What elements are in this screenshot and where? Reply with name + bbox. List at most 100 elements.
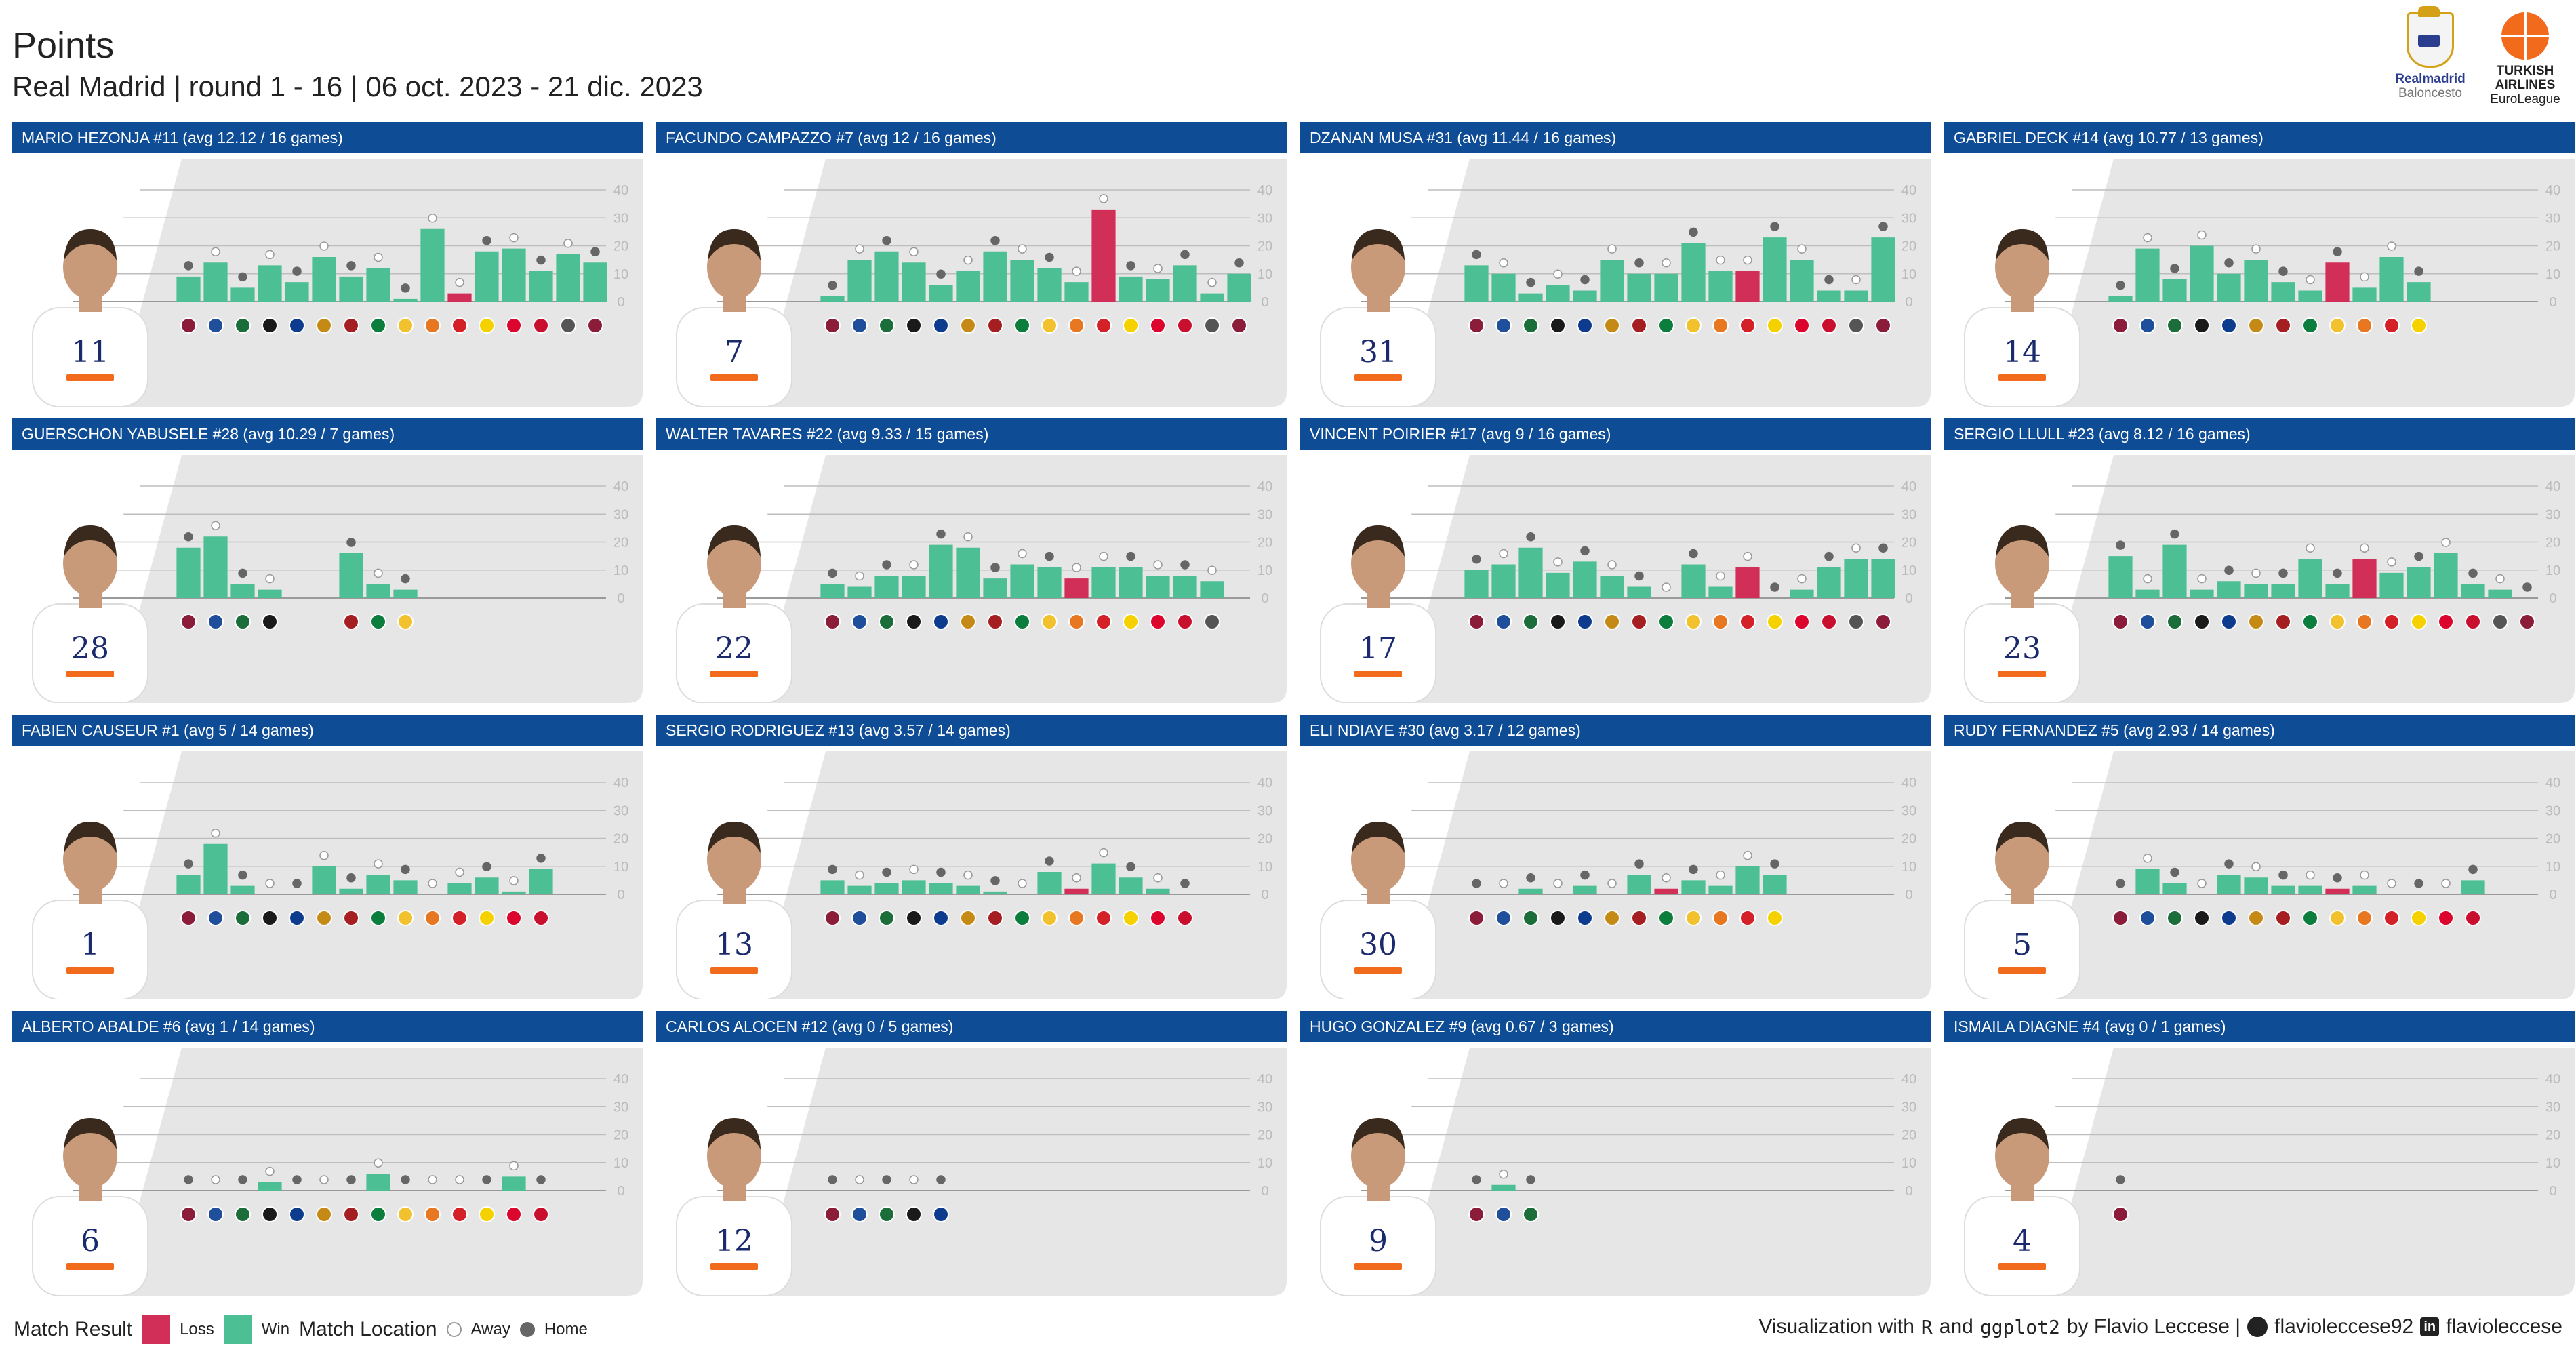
bar <box>1627 586 1651 598</box>
opponent-logo-icon <box>2221 910 2237 926</box>
opponent-logo-icon <box>851 1206 868 1222</box>
location-dot <box>238 870 247 880</box>
location-dot <box>2522 582 2532 592</box>
bar <box>447 883 472 894</box>
opponent-logo-icon <box>1150 614 1166 630</box>
head-shape <box>1351 235 1405 300</box>
panel-strip-title: FABIEN CAUSEUR #1 (avg 5 / 14 games) <box>12 715 643 746</box>
opponent-logo-icon <box>1468 1206 1485 1222</box>
opponent-logo-icon <box>2329 317 2346 334</box>
location-dot <box>1797 574 1807 584</box>
opponent-logo-icon <box>451 317 468 334</box>
caption-linkedin[interactable]: flavioleccese <box>2446 1315 2562 1338</box>
opponent-logo-icon <box>207 1206 224 1222</box>
y-tick-label: 0 <box>2549 1184 2556 1199</box>
bar <box>366 268 390 302</box>
panel-background <box>1944 1048 2575 1296</box>
location-dot <box>963 255 973 265</box>
location-dot <box>2278 870 2288 880</box>
rm-logo-line1: Realmadrid <box>2395 72 2466 86</box>
opponent-logo-icon <box>1577 910 1593 926</box>
y-tick-label: 0 <box>617 295 624 310</box>
panel-strip-title: MARIO HEZONJA #11 (avg 12.12 / 16 games) <box>12 122 643 153</box>
bar <box>230 584 255 598</box>
player-photo: 1 <box>32 822 148 999</box>
location-dot <box>401 1175 410 1184</box>
bar <box>2325 888 2350 894</box>
bar <box>583 262 607 302</box>
player-photo: 14 <box>1964 229 2080 407</box>
location-dot <box>1180 250 1190 260</box>
location-dot <box>292 879 302 888</box>
bar <box>258 265 282 302</box>
bar <box>1871 559 1895 598</box>
y-tick-label: 10 <box>1257 563 1272 578</box>
location-dot <box>2333 568 2342 578</box>
location-dot <box>1072 873 1081 883</box>
y-tick-label: 0 <box>1905 1184 1912 1199</box>
opponent-logo-icon <box>1875 317 1891 334</box>
location-dot <box>1634 571 1644 581</box>
legend: Match Result Loss Win Match Location Awa… <box>14 1315 588 1344</box>
sponsor-mark <box>710 967 758 974</box>
bar <box>366 1174 390 1191</box>
location-dot <box>455 1175 464 1184</box>
opponent-logo-icon <box>1177 317 1193 334</box>
euroleague-ball-icon <box>2501 12 2549 60</box>
y-tick-label: 0 <box>1905 295 1912 310</box>
bar <box>2135 869 2160 894</box>
sponsor-mark <box>1354 374 1402 381</box>
bar <box>2108 556 2133 598</box>
location-dot <box>265 574 275 584</box>
location-dot <box>1662 873 1671 883</box>
bar <box>285 282 309 302</box>
panel-strip-title: ALBERTO ABALDE #6 (avg 1 / 14 games) <box>12 1011 643 1042</box>
y-tick-label: 30 <box>2545 803 2560 818</box>
y-tick-label: 10 <box>1257 1156 1272 1171</box>
panel-plot: 0 10 20 30 40 17 <box>1300 455 1931 703</box>
bar <box>2217 273 2241 302</box>
bar <box>339 553 363 598</box>
y-tick-label: 20 <box>2545 1128 2560 1143</box>
y-tick-label: 10 <box>613 267 628 282</box>
y-tick-label: 40 <box>613 479 628 494</box>
panel-plot: 0 10 20 30 40 28 <box>12 455 643 703</box>
location-dot <box>2278 266 2288 276</box>
head-shape <box>1995 1123 2049 1189</box>
bar <box>1654 888 1678 894</box>
caption-github[interactable]: flavioleccese92 <box>2274 1315 2414 1338</box>
location-dot <box>828 568 837 578</box>
y-tick-label: 20 <box>2545 832 2560 847</box>
y-tick-label: 10 <box>613 563 628 578</box>
opponent-logo-icon <box>2411 910 2427 926</box>
location-dot <box>1797 244 1807 254</box>
location-dot <box>963 532 973 542</box>
y-tick-label: 30 <box>613 507 628 522</box>
bar <box>1681 564 1706 598</box>
player-photo: 7 <box>676 229 792 407</box>
opponent-logo-icon <box>2194 910 2210 926</box>
opponent-logo-icon <box>1523 910 1539 926</box>
location-dot <box>184 1175 193 1184</box>
bar <box>1708 271 1733 302</box>
opponent-logo-icon <box>2139 317 2156 334</box>
location-dot <box>1580 275 1590 285</box>
opponent-logo-icon <box>879 910 895 926</box>
sponsor-mark <box>66 671 114 677</box>
panel-strip-title: VINCENT POIRIER #17 (avg 9 / 16 games) <box>1300 418 1931 450</box>
bar <box>2162 279 2187 302</box>
head-shape <box>63 235 117 300</box>
bar <box>983 891 1007 894</box>
y-tick-label: 10 <box>1257 860 1272 875</box>
player-panel: FACUNDO CAMPAZZO #7 (avg 12 / 16 games) 0… <box>656 122 1287 407</box>
y-tick-label: 0 <box>2549 591 2556 606</box>
opponent-logo-icon <box>1739 614 1756 630</box>
opponent-logo-icon <box>370 614 386 630</box>
opponent-logo-icon <box>2329 614 2346 630</box>
player-panel: FABIEN CAUSEUR #1 (avg 5 / 14 games) 0 10 2… <box>12 715 643 999</box>
opponent-logo-icon <box>933 1206 949 1222</box>
location-dot <box>2441 879 2451 888</box>
location-dot <box>1126 862 1135 871</box>
panel-strip-title: GUERSCHON YABUSELE #28 (avg 10.29 / 7 ga… <box>12 418 643 450</box>
opponent-logo-icon <box>1177 614 1193 630</box>
